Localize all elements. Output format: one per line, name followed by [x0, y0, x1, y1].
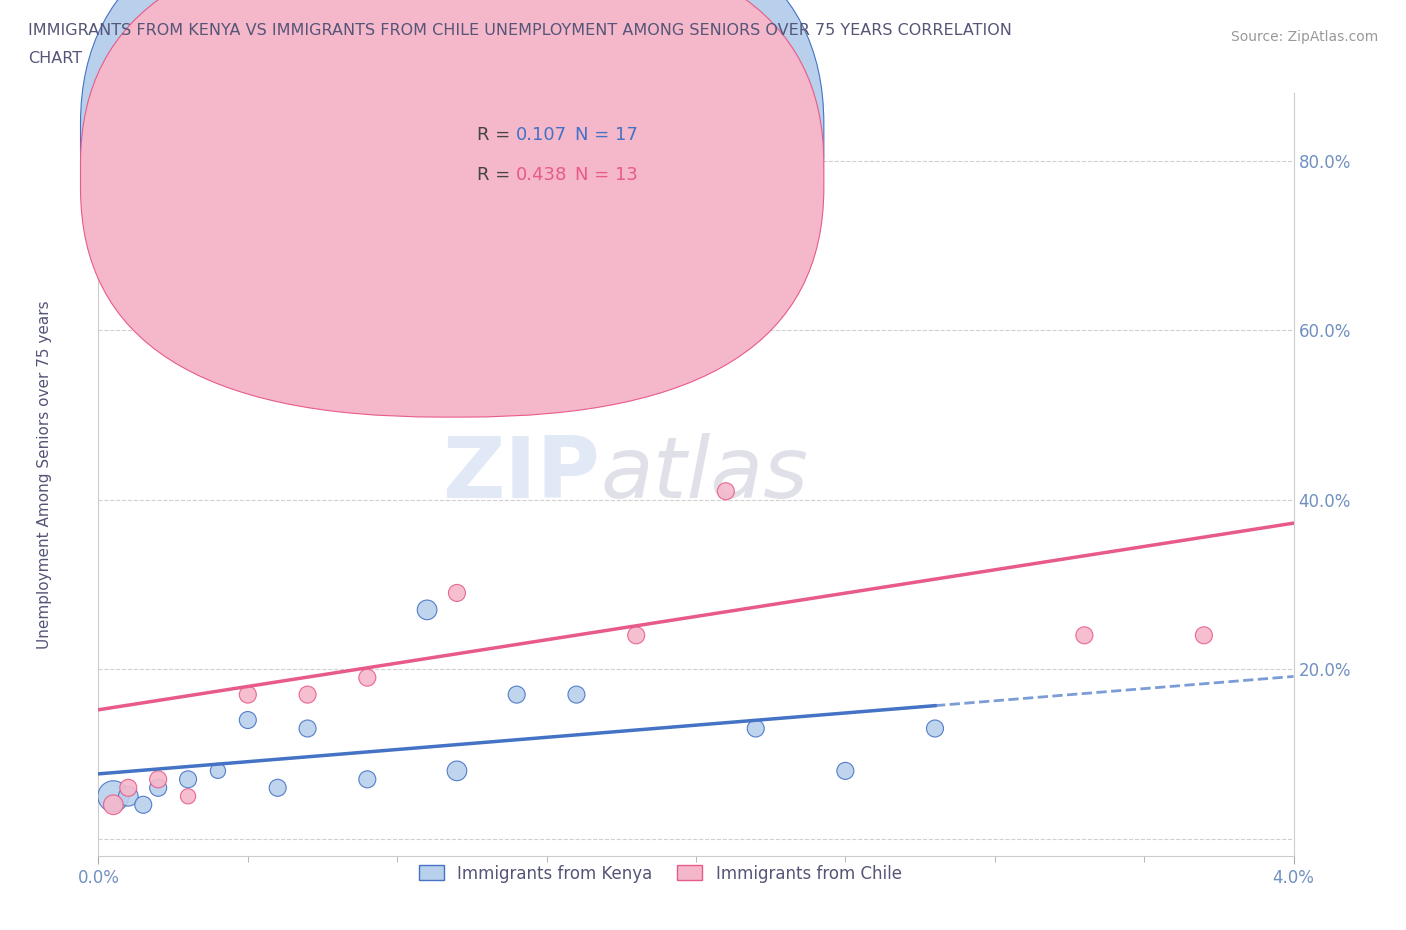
Text: CHART: CHART	[28, 51, 82, 66]
FancyBboxPatch shape	[80, 0, 824, 378]
Point	[446, 586, 468, 601]
Point	[297, 687, 319, 702]
FancyBboxPatch shape	[422, 104, 738, 207]
Point	[117, 789, 139, 804]
Text: ZIP: ZIP	[443, 432, 600, 516]
Point	[103, 789, 125, 804]
Text: R =: R =	[477, 166, 516, 183]
Point	[148, 780, 170, 795]
Point	[385, 255, 409, 270]
Point	[177, 789, 200, 804]
Text: 0.438: 0.438	[516, 166, 567, 183]
Point	[132, 797, 155, 812]
Text: Unemployment Among Seniors over 75 years: Unemployment Among Seniors over 75 years	[37, 300, 52, 648]
Text: N = 13: N = 13	[575, 166, 638, 183]
Point	[1192, 628, 1215, 643]
Text: N = 17: N = 17	[575, 126, 638, 144]
Point	[714, 484, 737, 498]
Point	[416, 603, 439, 618]
Point	[565, 687, 588, 702]
Text: IMMIGRANTS FROM KENYA VS IMMIGRANTS FROM CHILE UNEMPLOYMENT AMONG SENIORS OVER 7: IMMIGRANTS FROM KENYA VS IMMIGRANTS FROM…	[28, 23, 1012, 38]
Point	[356, 671, 378, 685]
Legend: Immigrants from Kenya, Immigrants from Chile: Immigrants from Kenya, Immigrants from C…	[412, 857, 908, 889]
Text: atlas: atlas	[600, 432, 808, 516]
Point	[446, 764, 468, 778]
Point	[236, 687, 259, 702]
Point	[297, 721, 319, 736]
Point	[177, 772, 200, 787]
Point	[506, 687, 529, 702]
Point	[924, 721, 946, 736]
Point	[626, 628, 648, 643]
Point	[267, 780, 290, 795]
Point	[207, 764, 229, 778]
Point	[148, 772, 170, 787]
Point	[236, 712, 259, 727]
FancyBboxPatch shape	[80, 0, 824, 418]
Text: 0.107: 0.107	[516, 126, 567, 144]
Point	[745, 721, 768, 736]
Point	[1073, 628, 1095, 643]
Point	[117, 780, 139, 795]
Text: Source: ZipAtlas.com: Source: ZipAtlas.com	[1230, 30, 1378, 44]
Point	[356, 772, 378, 787]
Point	[103, 797, 125, 812]
Text: R =: R =	[477, 126, 516, 144]
Point	[834, 764, 856, 778]
